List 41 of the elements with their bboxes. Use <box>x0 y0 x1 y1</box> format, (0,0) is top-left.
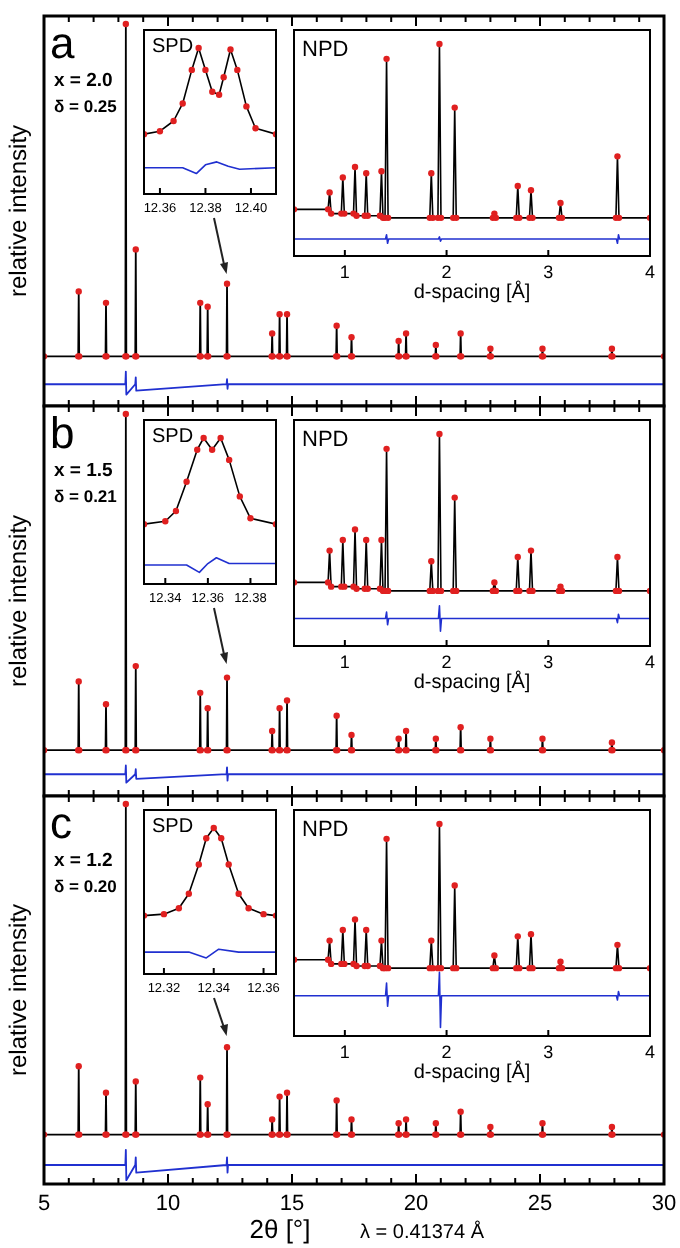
annotation: b <box>50 408 75 458</box>
annotation: δ = 0.20 <box>54 876 118 896</box>
x-tick-label: 1 <box>339 262 350 282</box>
x-tick-label: 4 <box>644 1042 656 1062</box>
y-axis-title: relative intensity <box>4 514 32 688</box>
annotation: c <box>50 798 72 848</box>
text: λ = 0.41374 Å <box>360 1220 485 1244</box>
chart-title: NPD <box>302 818 349 842</box>
x-axis-title: d-spacing [Å] <box>413 280 531 304</box>
chart-title: NPD <box>302 428 349 452</box>
x-tick-label: 1 <box>339 1042 350 1062</box>
chart-title: SPD <box>152 816 194 838</box>
chart-title: SPD <box>152 36 194 58</box>
x-tick-label: 15 <box>279 1192 305 1216</box>
x-tick-label: 2 <box>441 262 452 282</box>
x-axis-title: d-spacing [Å] <box>413 1060 531 1084</box>
annotation: x = 1.5 <box>54 460 115 482</box>
y-axis-title: relative intensity <box>4 903 32 1077</box>
chart-title: NPD <box>302 38 349 62</box>
x-tick-label: 3 <box>543 652 554 672</box>
x-tick-label: 1 <box>339 652 350 672</box>
x-tick-label: 30 <box>651 1192 677 1216</box>
x-tick-label: 3 <box>543 1042 554 1062</box>
x-tick-label: 10 <box>155 1192 181 1216</box>
annotation: δ = 0.21 <box>54 486 118 506</box>
x-tick-label: 25 <box>527 1192 553 1216</box>
annotation: a <box>50 18 76 68</box>
x-tick-label: 3 <box>543 262 554 282</box>
x-axis-title: 2θ [°] <box>249 1214 311 1244</box>
x-tick-label: 20 <box>403 1192 429 1216</box>
x-tick-label: 2 <box>441 652 452 672</box>
x-tick-label: 4 <box>644 652 656 672</box>
y-axis-title: relative intensity <box>4 124 32 298</box>
x-tick-label: 5 <box>37 1192 51 1216</box>
annotation: x = 2.0 <box>54 70 113 92</box>
x-axis-title: d-spacing [Å] <box>413 670 531 694</box>
x-tick-label: 2 <box>441 1042 452 1062</box>
annotation: x = 1.2 <box>54 850 113 872</box>
chart-title: SPD <box>152 426 194 448</box>
annotation: δ = 0.25 <box>54 96 118 116</box>
x-tick-label: 4 <box>644 262 656 282</box>
